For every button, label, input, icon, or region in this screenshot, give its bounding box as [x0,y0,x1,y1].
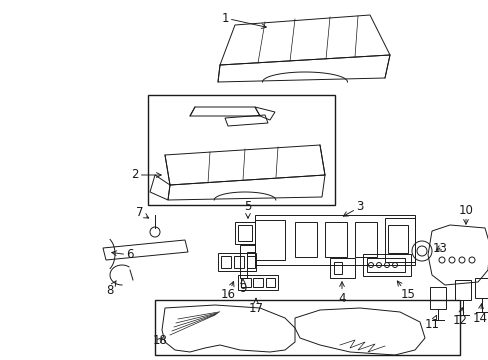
Bar [429,287,445,309]
Text: 16: 16 [220,282,235,302]
Text: 13: 13 [432,242,447,255]
Bar [234,256,244,268]
Text: 5: 5 [244,201,251,218]
Text: 9: 9 [239,279,246,294]
Bar [265,278,274,287]
Bar [325,222,346,257]
Bar [333,262,341,274]
Bar [218,253,256,271]
Bar [155,300,459,355]
Text: 3: 3 [343,201,363,216]
Text: 12: 12 [451,308,467,327]
Bar [238,225,251,241]
Bar [366,258,404,272]
Text: 1: 1 [221,12,266,28]
Text: 10: 10 [458,203,472,224]
Bar [454,280,470,300]
Text: 4: 4 [338,282,345,305]
Bar [241,278,250,287]
Bar [221,256,230,268]
Text: 11: 11 [424,315,439,332]
Text: 15: 15 [396,281,415,302]
Text: 17: 17 [248,298,263,315]
Bar [235,222,254,244]
Bar [294,222,316,257]
Text: 7: 7 [136,207,148,220]
Bar [252,278,263,287]
Bar [329,258,354,278]
Bar [148,95,334,205]
Bar [362,254,410,276]
Text: 8: 8 [106,281,116,297]
Text: 6: 6 [112,248,134,261]
Bar [387,225,407,253]
Text: 18: 18 [152,333,167,346]
Bar [354,222,376,257]
Bar [246,256,254,268]
Text: 2: 2 [131,168,161,181]
Bar [238,275,278,290]
Text: 14: 14 [471,304,487,324]
Bar [474,278,488,298]
